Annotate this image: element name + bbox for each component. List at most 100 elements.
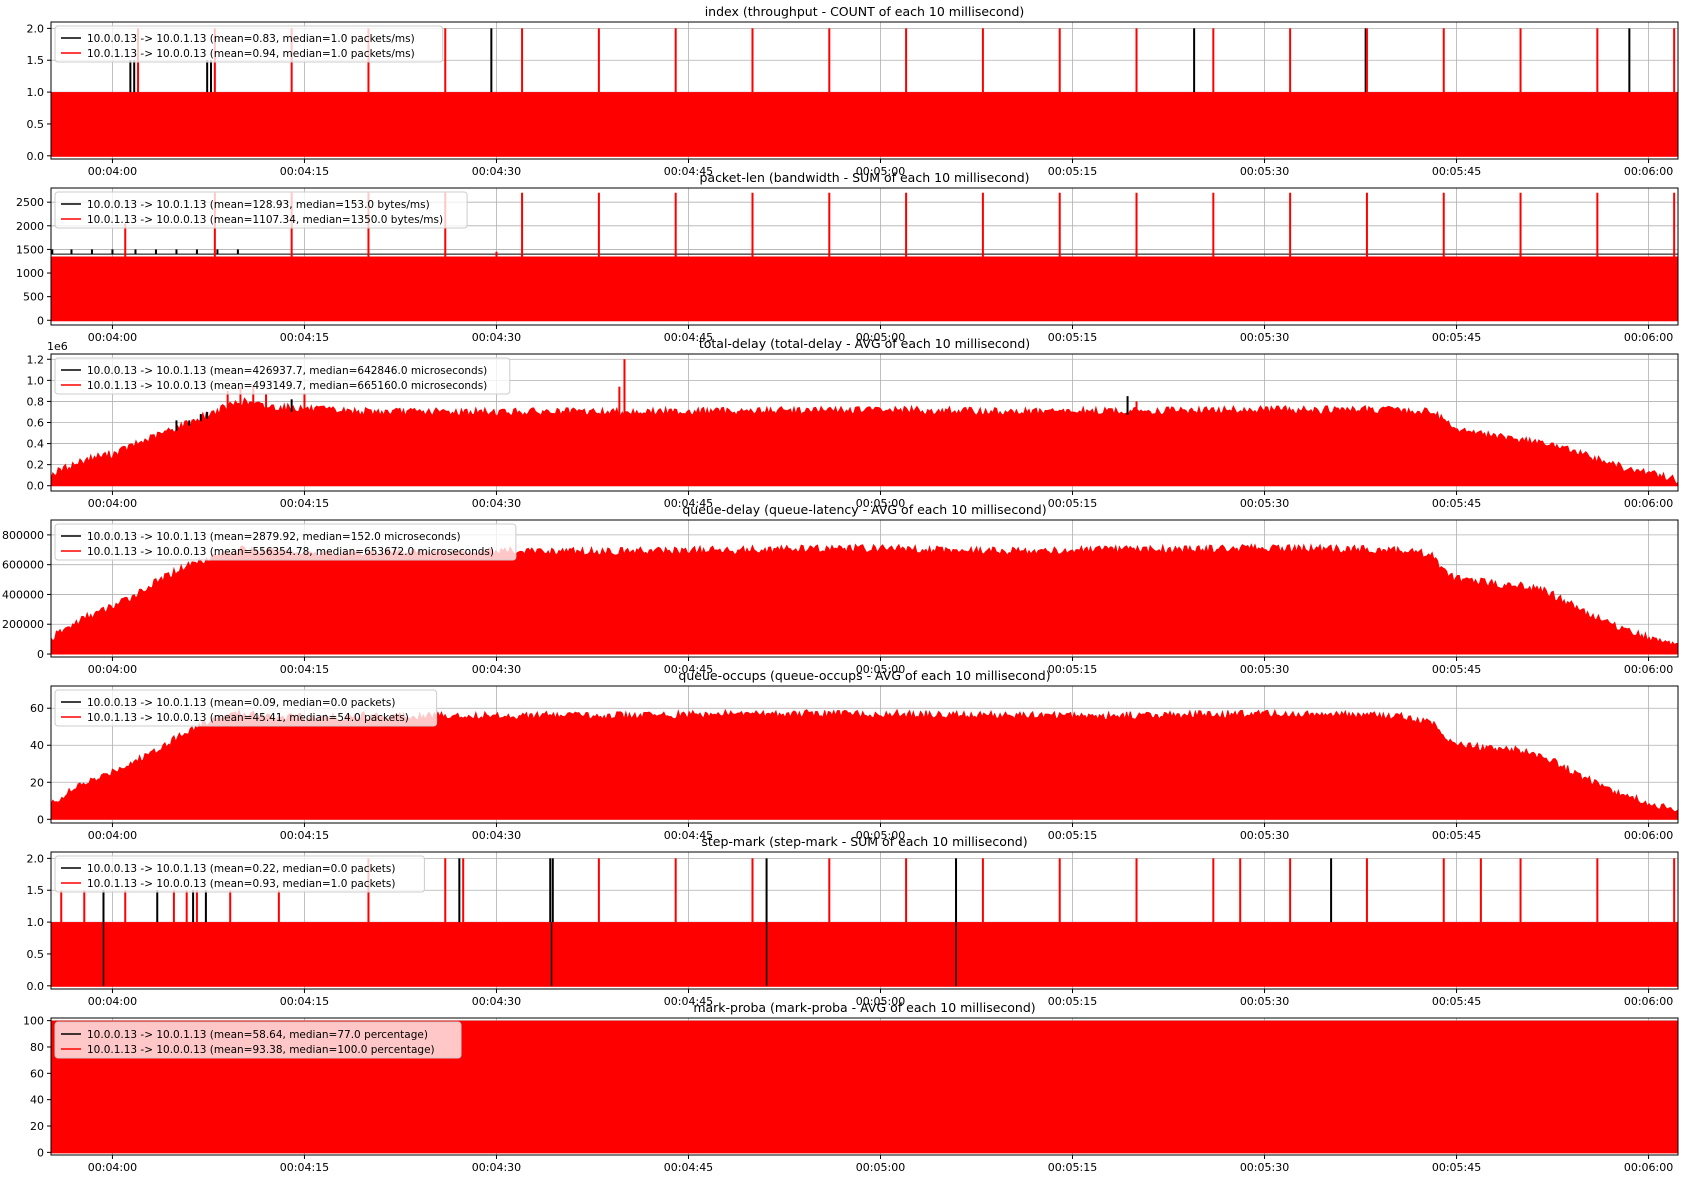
y-tick-label: 0 bbox=[37, 314, 44, 327]
x-tick-label: 00:04:30 bbox=[472, 663, 521, 676]
y-tick-label: 0.4 bbox=[27, 438, 45, 451]
y-tick-label: 0 bbox=[37, 1146, 44, 1159]
x-tick-label: 00:06:00 bbox=[1624, 995, 1673, 1008]
y-tick-label: 0.0 bbox=[27, 150, 45, 163]
x-tick-label: 00:05:15 bbox=[1048, 331, 1097, 344]
x-tick-label: 00:04:45 bbox=[664, 829, 713, 842]
x-tick-label: 00:05:30 bbox=[1240, 497, 1289, 510]
x-tick-label: 00:06:00 bbox=[1624, 165, 1673, 178]
x-tick-label: 00:05:45 bbox=[1432, 331, 1481, 344]
x-tick-label: 00:04:00 bbox=[88, 663, 137, 676]
y-tick-label: 40 bbox=[30, 739, 44, 752]
chart-title: total-delay (total-delay - AVG of each 1… bbox=[699, 336, 1030, 351]
chart-panel-6: 0 20 40 60 80 100 00:04:00 00:04:15 00:04:30 00:0… bbox=[23, 1000, 1679, 1174]
axes-frame bbox=[50, 851, 1679, 990]
x-tick-label: 00:04:15 bbox=[280, 331, 329, 344]
y-tick-label: 600000 bbox=[2, 559, 44, 572]
y-tick-label: 1.0 bbox=[27, 916, 45, 929]
y-tick-label: 40 bbox=[30, 1094, 44, 1107]
x-tick-label: 00:04:00 bbox=[88, 331, 137, 344]
x-tick-label: 00:04:45 bbox=[664, 1161, 713, 1174]
chart-title: mark-proba (mark-proba - AVG of each 10 … bbox=[693, 1000, 1035, 1015]
x-tick-label: 00:04:45 bbox=[664, 663, 713, 676]
y-tick-label: 60 bbox=[30, 702, 44, 715]
x-tick-label: 00:06:00 bbox=[1624, 331, 1673, 344]
chart-panel-1: 0 500 1000 1500 2000 2500 00:04:00 00:04:15 00:0… bbox=[16, 170, 1679, 344]
legend-entry: 10.0.0.13 -> 10.0.1.13 (mean=0.22, media… bbox=[87, 863, 395, 875]
y-tick-label: 0 bbox=[37, 648, 44, 661]
x-tick-label: 00:05:30 bbox=[1240, 165, 1289, 178]
legend-box bbox=[54, 357, 511, 395]
x-tick-label: 00:04:00 bbox=[88, 829, 137, 842]
x-tick-label: 00:05:00 bbox=[856, 663, 905, 676]
chart-panel-0: 0.0 0.5 1.0 1.5 2.0 00:04:00 00:04:15 00:04:30 0… bbox=[27, 4, 1679, 178]
chart-title: index (throughput - COUNT of each 10 mil… bbox=[705, 4, 1025, 19]
x-tick-label: 00:05:15 bbox=[1048, 165, 1097, 178]
y-tick-label: 0.5 bbox=[27, 948, 45, 961]
x-tick-label: 00:06:00 bbox=[1624, 663, 1673, 676]
legend: 10.0.0.13 -> 10.0.1.13 (mean=128.93, med… bbox=[54, 191, 468, 229]
chart-panel-3: 0 200000 400000 600000 800000 00:04:00 00:04:1… bbox=[2, 502, 1679, 676]
x-tick-label: 00:04:15 bbox=[280, 829, 329, 842]
y-tick-label: 0.0 bbox=[27, 480, 45, 493]
chart-panel-5: 0.0 0.5 1.0 1.5 2.0 00:04:00 00:04:15 00:04:30 0… bbox=[27, 834, 1679, 1008]
legend-entry: 10.0.0.13 -> 10.0.1.13 (mean=426937.7, m… bbox=[87, 365, 487, 377]
plot-area bbox=[51, 852, 1678, 989]
legend-box bbox=[54, 191, 468, 229]
series-area bbox=[51, 543, 1678, 655]
y-tick-label: 0.2 bbox=[27, 459, 45, 472]
y-tick-label: 20 bbox=[30, 1120, 44, 1133]
y-tick-label: 1.2 bbox=[27, 353, 45, 366]
x-tick-label: 00:06:00 bbox=[1624, 497, 1673, 510]
y-tick-label: 1.0 bbox=[27, 374, 45, 387]
legend: 10.0.0.13 -> 10.0.1.13 (mean=2879.92, me… bbox=[54, 523, 517, 561]
series-bars bbox=[51, 256, 1678, 322]
y-tick-label: 400000 bbox=[2, 588, 44, 601]
y-tick-label: 80 bbox=[30, 1041, 44, 1054]
series-bars bbox=[51, 922, 1678, 987]
y-tick-label: 2000 bbox=[16, 220, 44, 233]
x-tick-label: 00:04:15 bbox=[280, 995, 329, 1008]
x-tick-label: 00:04:30 bbox=[472, 1161, 521, 1174]
y-tick-label: 60 bbox=[30, 1067, 44, 1080]
y-tick-label: 0.6 bbox=[27, 417, 45, 430]
plot-area bbox=[51, 520, 1678, 657]
legend-entry: 10.0.0.13 -> 10.0.1.13 (mean=0.09, media… bbox=[87, 697, 395, 709]
x-tick-label: 00:04:45 bbox=[664, 165, 713, 178]
axes-frame bbox=[50, 519, 1679, 658]
legend-entry: 10.0.0.13 -> 10.0.1.13 (mean=0.83, media… bbox=[87, 33, 415, 45]
y-tick-label: 0.0 bbox=[27, 980, 45, 993]
x-tick-label: 00:04:15 bbox=[280, 1161, 329, 1174]
x-tick-label: 00:05:00 bbox=[856, 1161, 905, 1174]
axes-frame bbox=[50, 21, 1679, 160]
x-tick-label: 00:05:15 bbox=[1048, 995, 1097, 1008]
legend: 10.0.0.13 -> 10.0.1.13 (mean=58.64, medi… bbox=[54, 1021, 462, 1059]
y-tick-label: 1.5 bbox=[27, 54, 45, 67]
x-tick-label: 00:05:30 bbox=[1240, 663, 1289, 676]
axes-frame bbox=[50, 685, 1679, 824]
legend-entry: 10.0.0.13 -> 10.0.1.13 (mean=2879.92, me… bbox=[87, 531, 461, 543]
x-tick-label: 00:04:00 bbox=[88, 995, 137, 1008]
y-tick-label: 0.8 bbox=[27, 395, 45, 408]
legend-entry: 10.0.1.13 -> 10.0.0.13 (mean=493149.7, m… bbox=[87, 380, 487, 392]
x-tick-label: 00:04:30 bbox=[472, 165, 521, 178]
x-tick-label: 00:04:30 bbox=[472, 497, 521, 510]
series-bars bbox=[51, 92, 1678, 157]
chart-title: packet-len (bandwidth - SUM of each 10 m… bbox=[699, 170, 1029, 185]
x-tick-label: 00:05:00 bbox=[856, 497, 905, 510]
x-tick-label: 00:05:00 bbox=[856, 331, 905, 344]
x-tick-label: 00:04:30 bbox=[472, 331, 521, 344]
x-tick-label: 00:05:15 bbox=[1048, 663, 1097, 676]
chart-title: queue-occups (queue-occups - AVG of each… bbox=[678, 668, 1050, 683]
legend-entry: 10.0.0.13 -> 10.0.1.13 (mean=58.64, medi… bbox=[87, 1029, 428, 1041]
x-tick-label: 00:05:30 bbox=[1240, 1161, 1289, 1174]
axes-frame bbox=[50, 1017, 1679, 1156]
x-tick-label: 00:04:30 bbox=[472, 829, 521, 842]
x-tick-label: 00:05:45 bbox=[1432, 1161, 1481, 1174]
legend-box bbox=[54, 689, 438, 727]
y-tick-label: 1.0 bbox=[27, 86, 45, 99]
x-tick-label: 00:04:45 bbox=[664, 497, 713, 510]
y-tick-label: 0 bbox=[37, 813, 44, 826]
x-tick-label: 00:04:15 bbox=[280, 663, 329, 676]
legend: 10.0.0.13 -> 10.0.1.13 (mean=0.22, media… bbox=[54, 855, 425, 893]
